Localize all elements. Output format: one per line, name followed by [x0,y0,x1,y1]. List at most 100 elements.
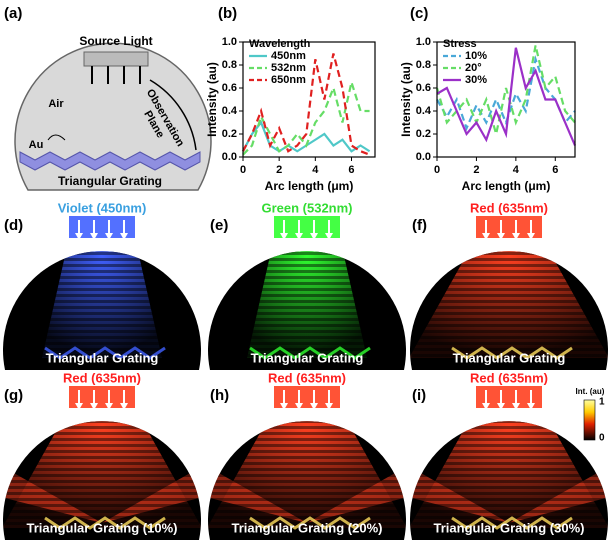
source [476,216,542,238]
series-line [436,54,576,132]
y-tick-label: 0.6 [222,82,237,94]
x-tick-label: 0 [434,164,440,176]
glow [409,251,608,370]
grating-label: Triangular Grating [58,174,162,188]
legend-label: 10% [465,50,487,62]
arrow-head [90,403,98,410]
stripes [412,251,606,370]
glow [210,251,404,370]
simulation: Red (635nm) Triangular Grating (20%) [208,370,406,540]
simulation-title: Violet (450nm) [58,200,147,215]
panel-label: (b) [218,5,237,22]
arrow-head [512,233,520,240]
stripes [5,421,199,540]
y-tick-label: 0.0 [416,151,431,163]
arrow-head [120,403,128,410]
simulation: Violet (450nm) Triangular Grating [3,200,202,370]
glow [3,421,202,540]
arrow-head [527,233,535,240]
y-tick-label: 0.6 [416,82,431,94]
simulation-caption: Triangular Grating (30%) [434,520,585,535]
source [476,386,542,408]
y-tick-label: 0.4 [222,105,238,117]
stripes [210,251,404,370]
panel-label: (i) [412,387,426,404]
arrow-head [482,403,490,410]
y-axis-label: Intensity (au) [205,62,219,137]
arrow-head [295,233,303,240]
arrow-head [310,233,318,240]
glow [5,251,199,370]
arrow-head [280,233,288,240]
colorbar-min: 0 [599,433,605,444]
legend-label: 450nm [271,50,306,62]
grating-glow [451,346,573,360]
plot-frame [436,41,576,158]
simulation-caption: Triangular Grating (20%) [232,520,383,535]
au-label: Au [29,139,44,151]
panel-label: (f) [412,217,427,234]
colorbar-label: Int. (au) [576,387,605,396]
arrow-head [497,233,505,240]
legend-title: Stress [443,38,477,50]
simulation-title: Red (635nm) [470,200,548,215]
arrow-head [105,233,113,240]
y-tick-label: 0.4 [416,105,432,117]
au-arrow [47,134,66,141]
x-tick-label: 2 [276,164,282,176]
legend-label: 532nm [271,62,306,74]
arrow-head [325,403,333,410]
glow [208,421,406,540]
stripes [5,251,199,370]
arrow-head [325,233,333,240]
simulation-title: Green (532nm) [261,200,352,215]
legend-label: 30% [465,74,487,86]
air-label: Air [48,98,64,110]
arrows [91,66,141,84]
colorbar-max: 1 [599,397,605,408]
source-label: Source Light [79,34,152,48]
arrow-head [295,403,303,410]
y-axis-label: Intensity (au) [399,62,413,137]
y-tick-label: 0.8 [222,59,237,71]
grating-glow [44,516,166,530]
observation-arrow [149,79,197,151]
arrow-head [90,233,98,240]
y-tick-label: 0.2 [222,128,237,140]
simulation: Red (635nm) Triangular Grating (10%) [3,370,202,540]
series-line [436,47,577,146]
series-line [435,45,576,135]
simulation: Green (532nm) Triangular Grating [208,200,406,370]
y-tick-label: 0.2 [416,128,431,140]
source [69,386,135,408]
simulation-caption: Triangular Grating [453,350,566,365]
x-tick-label: 6 [348,164,354,176]
x-axis-label: Arc length (μm) [265,179,354,193]
x-tick-label: 6 [552,164,558,176]
arrow-head [310,403,318,410]
series-line [242,78,370,156]
y-tick-label: 0.0 [222,151,237,163]
panel-label: (g) [4,387,23,404]
arrow-head [75,403,83,410]
legend-label: 650nm [271,74,306,86]
arrow-head [482,233,490,240]
y-tick-label: 1.0 [416,36,431,48]
simulation-title: Red (635nm) [470,370,548,385]
source [274,386,340,408]
simulation-title: Red (635nm) [63,370,141,385]
panel-label: (e) [210,217,228,234]
glow [410,421,608,540]
grating-glow [451,516,573,530]
panel-label: (a) [4,5,22,22]
x-tick-label: 0 [240,164,246,176]
x-tick-label: 4 [513,164,520,176]
arrow-head [75,233,83,240]
stripes [210,421,404,540]
simulation: Red (635nm) Triangular Grating [409,200,608,370]
arrow-head [497,403,505,410]
arrow-head [512,403,520,410]
plot-frame [242,41,376,158]
arrow-head [105,403,113,410]
